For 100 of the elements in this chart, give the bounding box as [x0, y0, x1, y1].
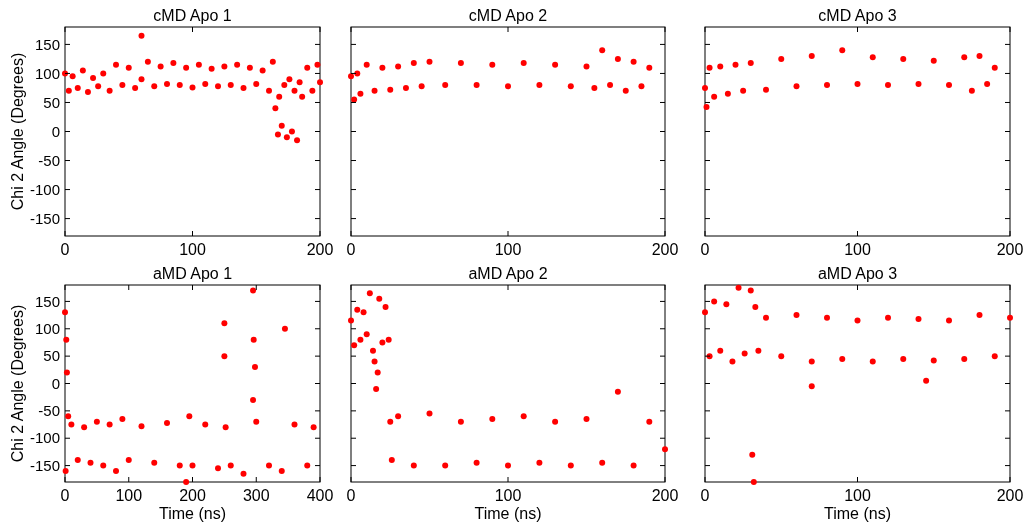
- point: [379, 339, 386, 346]
- x-tick-label: 300: [242, 487, 270, 504]
- point: [253, 80, 260, 87]
- point: [304, 64, 311, 71]
- point: [157, 63, 164, 70]
- point: [984, 80, 991, 87]
- point: [706, 64, 713, 71]
- y-tick-label: -150: [29, 209, 60, 227]
- point: [991, 353, 998, 360]
- point: [132, 84, 139, 91]
- point: [281, 82, 288, 89]
- point: [215, 83, 221, 90]
- x-tick-label: 200: [179, 487, 206, 504]
- point: [100, 462, 107, 469]
- point: [63, 336, 70, 343]
- point: [385, 336, 392, 343]
- point: [930, 57, 937, 64]
- point: [283, 134, 290, 141]
- point: [536, 82, 543, 89]
- point: [189, 462, 196, 469]
- point: [505, 462, 511, 469]
- point: [552, 418, 559, 425]
- x-tick-label: 200: [996, 241, 1024, 258]
- y-axis-title: Chi 2 Angle (Degrees): [9, 52, 26, 211]
- point: [106, 87, 113, 94]
- point: [125, 64, 132, 71]
- x-tick-label: 200: [651, 241, 679, 258]
- point: [363, 331, 370, 338]
- point: [622, 87, 629, 94]
- point: [646, 418, 653, 425]
- point: [87, 459, 94, 466]
- point: [923, 377, 930, 384]
- x-tick-label: 100: [494, 241, 522, 258]
- point: [202, 421, 209, 428]
- point: [63, 369, 70, 376]
- x-tick-label: 200: [996, 487, 1024, 504]
- x-tick-label: 100: [115, 487, 143, 504]
- point: [272, 105, 279, 112]
- point: [195, 61, 202, 68]
- point: [170, 59, 177, 66]
- point: [991, 64, 998, 71]
- point: [164, 419, 170, 426]
- point: [259, 67, 266, 74]
- point: [854, 317, 861, 324]
- chart-title: aMD Apo 3: [817, 265, 898, 282]
- point: [599, 47, 606, 54]
- point: [630, 462, 637, 469]
- point: [202, 80, 209, 87]
- point: [724, 90, 731, 97]
- x-tick-label: 100: [179, 241, 206, 258]
- point: [763, 86, 769, 93]
- point: [976, 53, 983, 60]
- point: [410, 59, 417, 66]
- point: [125, 457, 132, 464]
- point: [930, 357, 937, 364]
- point: [74, 84, 81, 91]
- point: [250, 336, 257, 343]
- point: [348, 73, 354, 80]
- point: [885, 82, 891, 89]
- point: [900, 55, 907, 62]
- point: [69, 73, 76, 80]
- point: [442, 82, 449, 89]
- point: [281, 325, 288, 332]
- point: [915, 80, 922, 87]
- point: [402, 84, 409, 91]
- point: [824, 314, 830, 321]
- point: [607, 82, 614, 89]
- chart-title: aMD Apo 2: [468, 265, 548, 282]
- point: [62, 468, 69, 475]
- point: [729, 358, 736, 365]
- point: [505, 83, 511, 90]
- point: [717, 63, 724, 70]
- x-axis-title: Time (ns): [824, 505, 891, 522]
- point: [93, 418, 100, 425]
- point: [371, 87, 378, 94]
- point: [251, 364, 258, 371]
- point: [763, 314, 769, 321]
- point: [176, 462, 183, 469]
- point: [246, 64, 253, 71]
- x-tick-label: 100: [844, 487, 871, 504]
- point: [732, 61, 739, 68]
- point: [900, 355, 907, 362]
- point: [489, 61, 496, 68]
- point: [442, 462, 449, 469]
- point: [520, 59, 527, 66]
- point: [278, 468, 285, 475]
- point: [360, 309, 367, 316]
- point: [854, 80, 861, 87]
- point: [68, 421, 75, 428]
- y-tick-label: -100: [29, 429, 60, 447]
- point: [144, 58, 151, 65]
- point: [711, 93, 718, 100]
- point: [839, 355, 846, 362]
- point: [373, 385, 380, 392]
- point: [808, 358, 815, 365]
- point: [151, 83, 158, 90]
- point: [387, 86, 394, 93]
- point: [106, 421, 113, 428]
- point: [961, 355, 968, 362]
- point: [379, 64, 386, 71]
